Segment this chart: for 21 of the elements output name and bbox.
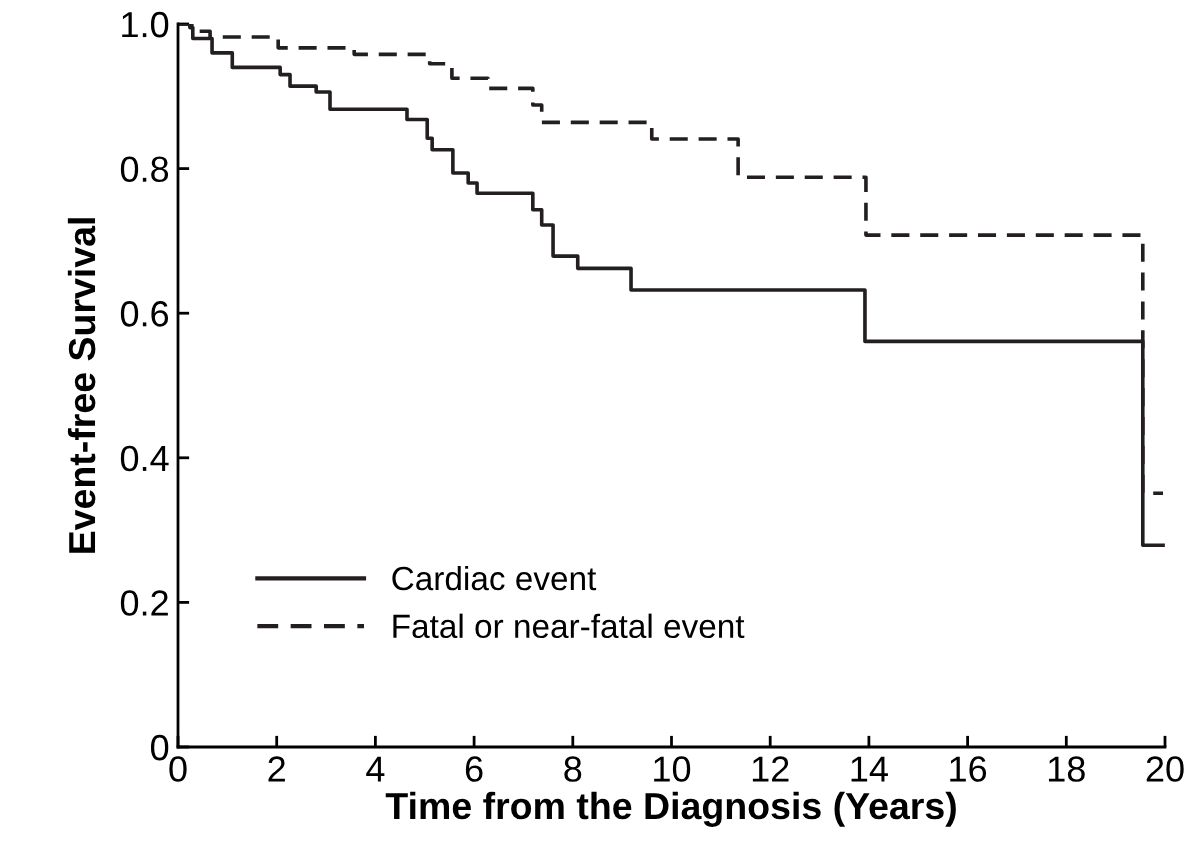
y-axis-title: Event-free Survival [67, 218, 96, 553]
y-tick-label: 0 [151, 734, 169, 761]
x-tick-label: 20 [1146, 756, 1184, 782]
y-tick-label: 0.2 [120, 590, 168, 616]
x-tick-label: 8 [564, 756, 582, 782]
x-tick-label: 4 [366, 756, 385, 782]
y-tick-label: 0.4 [120, 445, 169, 472]
x-tick-label: 6 [465, 756, 483, 782]
x-tick-label: 0 [169, 756, 187, 782]
legend-label: Fatal or near-fatal event [393, 613, 745, 639]
x-tick-label: 10 [654, 756, 691, 782]
x-tick-label: 2 [268, 756, 285, 782]
x-tick-label: 16 [950, 756, 987, 782]
x-axis-title: Time from the Diagnosis (Years) [385, 791, 956, 827]
x-tick-label: 14 [851, 756, 888, 782]
y-tick-label: 1.0 [122, 11, 169, 38]
y-tick-label: 0.6 [120, 301, 169, 327]
y-tick-label: 0.8 [120, 156, 169, 183]
legend-label: Cardiac event [392, 565, 597, 591]
x-tick-label: 18 [1048, 756, 1085, 782]
x-tick-label: 12 [752, 756, 789, 782]
